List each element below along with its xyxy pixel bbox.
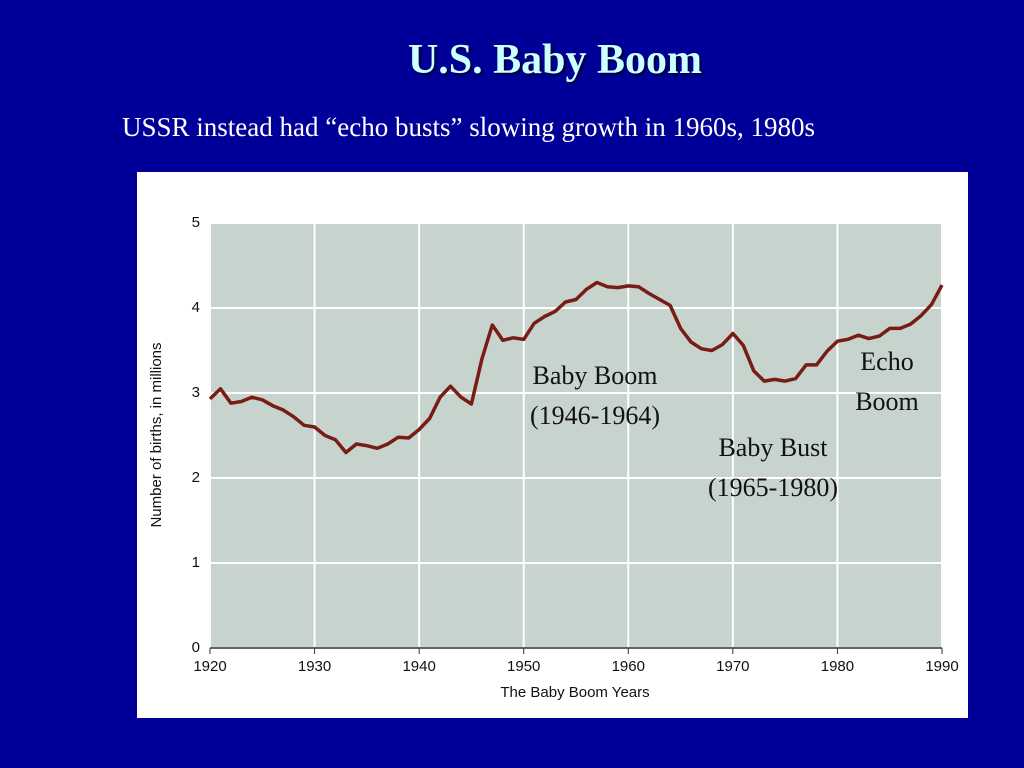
y-tick-label: 0 xyxy=(192,639,200,656)
x-tick-label: 1990 xyxy=(925,658,958,675)
annotation: (1946-1964) xyxy=(530,401,660,430)
y-axis-label: Number of births, in millions xyxy=(148,342,165,527)
annotation: Boom xyxy=(855,387,919,416)
chart: The Baby Boom Years Number of births, in… xyxy=(137,172,968,718)
x-tick-label: 1920 xyxy=(193,658,226,675)
annotation: (1965-1980) xyxy=(708,473,838,502)
x-tick-label: 1950 xyxy=(507,658,540,675)
x-tick-label: 1940 xyxy=(402,658,435,675)
x-tick-label: 1960 xyxy=(612,658,645,675)
y-tick-label: 1 xyxy=(192,554,200,571)
slide-title: U.S. Baby Boom xyxy=(407,37,703,83)
y-tick-label: 4 xyxy=(192,299,200,316)
x-tick-label: 1930 xyxy=(298,658,331,675)
y-tick-label: 2 xyxy=(192,469,200,486)
annotation: Echo xyxy=(860,347,913,376)
x-tick-label: 1970 xyxy=(716,658,749,675)
annotation: Baby Bust xyxy=(718,433,828,462)
slide-subtitle: USSR instead had “echo busts” slowing gr… xyxy=(122,112,815,142)
annotation: Baby Boom xyxy=(533,361,658,390)
y-tick-label: 3 xyxy=(192,384,200,401)
plot-area xyxy=(210,223,942,648)
data-line xyxy=(208,280,944,455)
y-tick-label: 5 xyxy=(192,214,200,231)
x-tick-label: 1980 xyxy=(821,658,854,675)
x-axis-label: The Baby Boom Years xyxy=(500,684,649,701)
